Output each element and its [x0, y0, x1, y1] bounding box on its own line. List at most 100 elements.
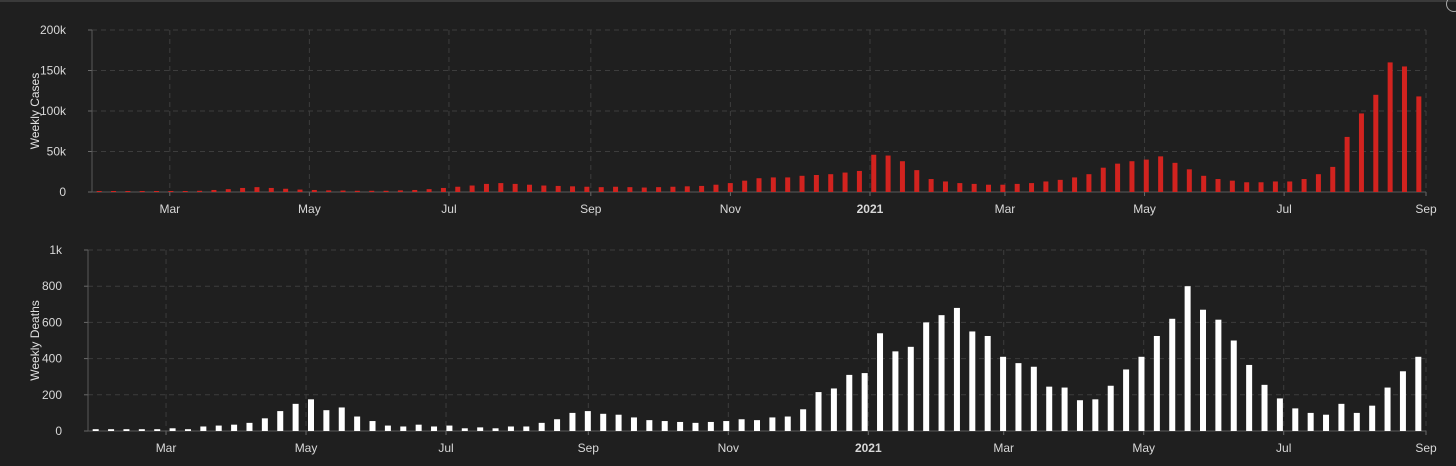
bar: [1200, 309, 1206, 431]
x-tick-label: Jul: [1276, 202, 1291, 216]
bar: [154, 429, 161, 431]
bar: [246, 422, 253, 431]
bar: [713, 184, 719, 192]
bar: [1301, 179, 1307, 192]
bar: [828, 174, 834, 192]
bar: [600, 413, 607, 431]
bar: [169, 428, 176, 431]
bar: [1258, 182, 1264, 192]
bar: [677, 421, 684, 431]
bar: [200, 426, 207, 431]
corner-circle-icon[interactable]: [1446, 0, 1456, 12]
bar: [907, 346, 914, 431]
bar: [1086, 174, 1092, 192]
bar: [1100, 167, 1106, 192]
bar: [1184, 286, 1191, 431]
bar: [1315, 174, 1321, 192]
bar: [369, 190, 375, 192]
bar: [1143, 159, 1149, 192]
bar: [138, 429, 145, 431]
bar: [784, 416, 791, 431]
bar: [986, 184, 992, 192]
bar: [815, 392, 822, 431]
bar: [1057, 179, 1063, 192]
bar: [1072, 177, 1078, 192]
bar: [254, 187, 260, 192]
y-tick-label: 600: [42, 315, 62, 329]
bar: [1287, 181, 1293, 192]
bar: [914, 170, 920, 192]
bar: [1129, 161, 1135, 192]
bar: [1030, 366, 1037, 431]
bar: [469, 185, 475, 192]
bar: [692, 422, 699, 431]
bar: [338, 407, 345, 431]
bar: [108, 429, 115, 431]
bar: [661, 421, 668, 431]
bar: [1344, 136, 1350, 192]
bar: [554, 419, 561, 431]
bar: [1272, 181, 1278, 192]
x-tick-label: Jul: [1276, 441, 1291, 455]
bar: [1215, 179, 1221, 192]
bar: [953, 307, 960, 431]
bar: [526, 184, 532, 192]
bar: [1276, 398, 1283, 431]
bar: [461, 428, 468, 431]
bar: [738, 419, 745, 431]
bar: [92, 429, 99, 431]
bar: [846, 374, 853, 431]
bar: [1399, 371, 1406, 431]
bar: [1115, 163, 1121, 192]
y-tick-label: 50k: [47, 145, 67, 159]
x-tick-label: May: [1132, 441, 1155, 455]
x-tick-label: Sep: [580, 202, 602, 216]
bar: [627, 187, 633, 192]
bar: [584, 411, 591, 431]
bar: [1338, 403, 1345, 431]
x-tick-label: Nov: [718, 441, 739, 455]
bar: [1358, 113, 1364, 192]
bar: [1092, 399, 1099, 431]
y-axis-title: Weekly Cases: [28, 73, 42, 149]
bar: [369, 421, 376, 431]
bar: [1384, 387, 1391, 431]
bar: [268, 187, 274, 192]
bar: [1015, 363, 1022, 432]
bar: [871, 154, 877, 192]
bar: [323, 410, 330, 431]
bar: [240, 187, 246, 192]
y-tick-label: 1k: [49, 243, 63, 257]
bar: [938, 315, 945, 431]
bar: [1158, 156, 1164, 192]
bar: [1107, 385, 1114, 431]
bar: [426, 189, 432, 192]
y-axis-title: Weekly Deaths: [28, 300, 42, 380]
bar: [656, 187, 662, 192]
y-tick-label: 200k: [40, 23, 67, 37]
x-tick-label: 2021: [855, 441, 882, 455]
x-tick-label: Sep: [1415, 441, 1437, 455]
bar: [641, 187, 647, 192]
bar: [123, 429, 130, 431]
bar: [1000, 184, 1006, 192]
bar: [598, 187, 604, 192]
bar: [1261, 384, 1268, 431]
bar: [923, 322, 930, 431]
bar: [415, 424, 422, 431]
bar: [182, 191, 188, 192]
bar: [800, 409, 807, 431]
x-tick-label: 2021: [857, 202, 884, 216]
bar: [498, 183, 504, 192]
bar: [231, 424, 238, 431]
bar: [477, 427, 484, 431]
bar: [1307, 412, 1314, 431]
bar: [684, 186, 690, 192]
bar: [492, 428, 499, 431]
bar: [446, 425, 453, 431]
bar: [400, 426, 407, 431]
bar: [1061, 387, 1068, 431]
bar: [111, 191, 117, 192]
